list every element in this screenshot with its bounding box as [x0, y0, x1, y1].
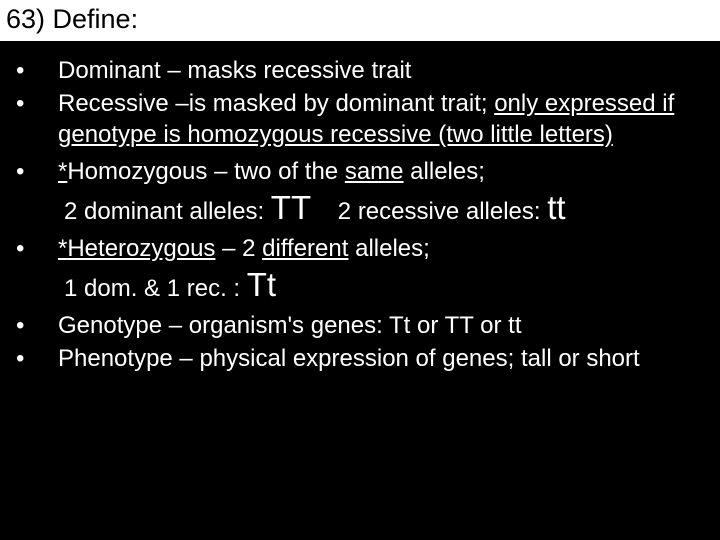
bullet-marker: • [10, 343, 58, 374]
ex-a-big: TT [271, 189, 311, 226]
mid: – 2 [215, 235, 262, 262]
bullet-text: *Heterozygous – 2 different alleles; [58, 233, 710, 264]
bullet-marker: • [10, 88, 58, 119]
bullet-genotype: • Genotype – organism's genes: Tt or TT … [10, 310, 710, 341]
ex-pre: 1 dom. & 1 rec. : [64, 275, 247, 302]
same: same [345, 158, 404, 185]
bullet-homozygous: • *Homozygous – two of the same alleles; [10, 156, 710, 187]
bullet-dominant: • Dominant – masks recessive trait [10, 55, 710, 86]
slide-body: • Dominant – masks recessive trait • Rec… [0, 41, 720, 386]
post: alleles; [348, 235, 429, 262]
post: alleles; [404, 158, 485, 185]
definition-pre: –is masked by dominant trait; [169, 90, 494, 117]
bullet-text: *Homozygous – two of the same alleles; [58, 156, 710, 187]
bullet-text: Phenotype – physical expression of genes… [58, 343, 710, 374]
term: Dominant [58, 57, 161, 84]
bullet-text: Genotype – organism's genes: Tt or TT or… [58, 310, 710, 341]
ex-big: Tt [247, 266, 276, 303]
bullet-recessive: • Recessive –is masked by dominant trait… [10, 88, 710, 150]
term: Heterozygous [67, 235, 215, 262]
bullet-heterozygous: • *Heterozygous – 2 different alleles; [10, 233, 710, 264]
definition: – masks recessive trait [161, 57, 412, 84]
term: Homozygous [67, 158, 207, 185]
term: Phenotype [58, 345, 173, 372]
header-text: 63) Define: [6, 4, 138, 34]
mid: – two of the [207, 158, 344, 185]
bullet-marker: • [10, 310, 58, 341]
term: Genotype [58, 312, 162, 339]
homozygous-examples: 2 dominant alleles: TT 2 recessive allel… [64, 191, 710, 229]
definition: – organism's genes: Tt or TT or tt [162, 312, 521, 339]
star: * [58, 158, 67, 185]
bullet-text: Dominant – masks recessive trait [58, 55, 710, 86]
bullet-text: Recessive –is masked by dominant trait; … [58, 88, 710, 150]
star: * [58, 235, 67, 262]
diff: different [262, 235, 348, 262]
bullet-marker: • [10, 55, 58, 86]
spacer [311, 198, 338, 225]
bullet-marker: • [10, 233, 58, 264]
definition: – physical expression of genes; tall or … [173, 345, 640, 372]
term: Recessive [58, 90, 169, 117]
bullet-phenotype: • Phenotype – physical expression of gen… [10, 343, 710, 374]
ex-b-pre: 2 recessive alleles: [338, 198, 547, 225]
ex-a-pre: 2 dominant alleles: [64, 198, 271, 225]
ex-b-big: tt [547, 189, 565, 226]
bullet-marker: • [10, 156, 58, 187]
slide-header: 63) Define: [0, 0, 720, 41]
heterozygous-example: 1 dom. & 1 rec. : Tt [64, 268, 710, 306]
